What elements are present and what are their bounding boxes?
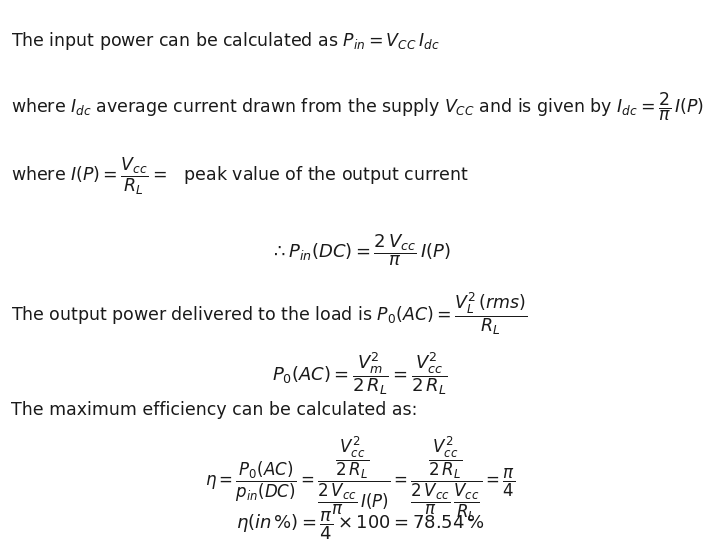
Text: The maximum efficiency can be calculated as:: The maximum efficiency can be calculated… <box>11 401 417 419</box>
Text: $\therefore P_{in}(DC) = \dfrac{2\,V_{cc}}{\pi}\, I(P)$: $\therefore P_{in}(DC) = \dfrac{2\,V_{cc… <box>269 232 451 268</box>
Text: $\eta = \dfrac{P_0(AC)}{p_{in}(DC)} = \dfrac{\dfrac{V_{cc}^2}{2\,R_L}}{\dfrac{2\: $\eta = \dfrac{P_0(AC)}{p_{in}(DC)} = \d… <box>205 434 515 523</box>
Text: where $I_{dc}$ average current drawn from the supply $V_{CC}$ and is given by $I: where $I_{dc}$ average current drawn fro… <box>11 90 703 122</box>
Text: $P_0(AC) = \dfrac{V_m^2}{2\,R_L} = \dfrac{V_{cc}^2}{2\,R_L}$: $P_0(AC) = \dfrac{V_m^2}{2\,R_L} = \dfra… <box>272 351 448 397</box>
Text: The input power can be calculated as $P_{in} = V_{CC}\, I_{dc}$: The input power can be calculated as $P_… <box>11 30 439 52</box>
Text: The output power delivered to the load is $P_0(AC) = \dfrac{V_L^2\,(rms)}{R_L}$: The output power delivered to the load i… <box>11 290 527 337</box>
Text: where $I(P) = \dfrac{V_{cc}}{R_L} =\,$  peak value of the output current: where $I(P) = \dfrac{V_{cc}}{R_L} =\,$ p… <box>11 156 469 197</box>
Text: $\eta(in\,\%) = \dfrac{\pi}{4} \times 100 = 78.54\,\%$: $\eta(in\,\%) = \dfrac{\pi}{4} \times 10… <box>235 509 485 542</box>
